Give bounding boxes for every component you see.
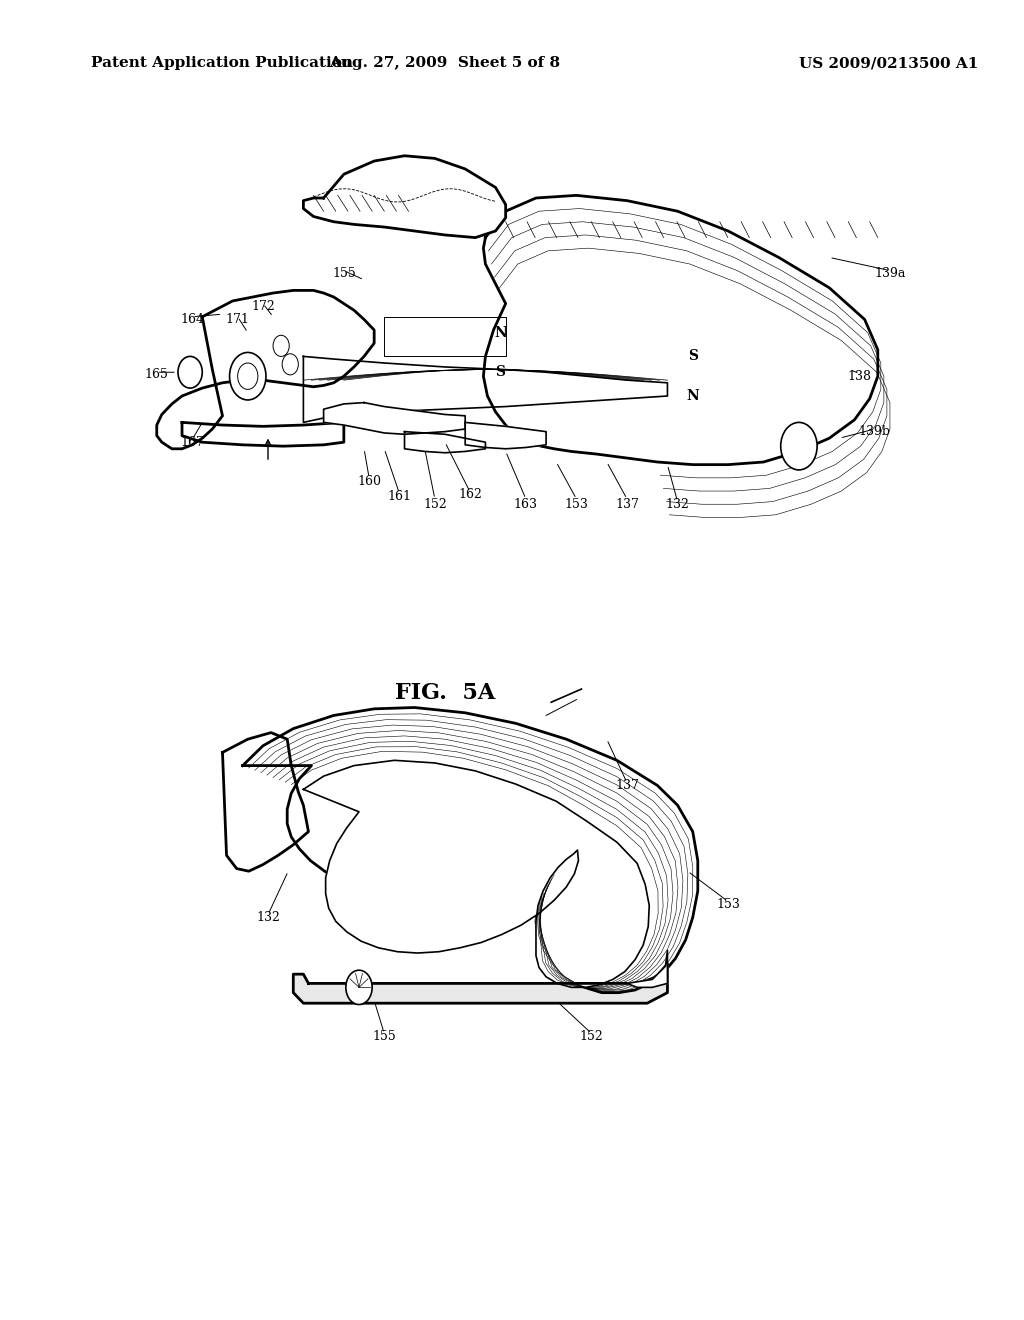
Text: 152: 152 <box>423 498 446 511</box>
Text: 153: 153 <box>564 498 589 511</box>
Polygon shape <box>182 422 344 446</box>
Text: Patent Application Publication: Patent Application Publication <box>91 57 353 70</box>
Text: 155: 155 <box>332 267 355 280</box>
Text: 167: 167 <box>180 436 204 449</box>
Text: 138: 138 <box>848 370 871 383</box>
Text: 155: 155 <box>373 1030 396 1043</box>
Text: 160: 160 <box>357 475 381 488</box>
Text: 137: 137 <box>615 779 639 792</box>
Text: 164: 164 <box>180 313 204 326</box>
Text: FIG.  4: FIG. 4 <box>403 181 486 202</box>
Text: N: N <box>495 326 507 339</box>
Text: 162: 162 <box>459 488 482 502</box>
Text: S: S <box>496 366 506 379</box>
Circle shape <box>229 352 266 400</box>
Circle shape <box>346 970 372 1005</box>
Text: 153: 153 <box>716 898 740 911</box>
Text: 137: 137 <box>615 498 639 511</box>
Text: 132: 132 <box>666 498 689 511</box>
Polygon shape <box>243 708 697 993</box>
Text: S: S <box>688 350 697 363</box>
Text: 171: 171 <box>225 313 250 326</box>
Polygon shape <box>404 432 485 453</box>
Circle shape <box>780 422 817 470</box>
Polygon shape <box>303 760 649 987</box>
Polygon shape <box>157 290 374 449</box>
Text: 161: 161 <box>387 490 412 503</box>
Text: 152: 152 <box>580 1030 603 1043</box>
Text: 163: 163 <box>514 498 538 511</box>
Circle shape <box>178 356 203 388</box>
Polygon shape <box>627 950 668 987</box>
Text: 132: 132 <box>256 911 280 924</box>
Polygon shape <box>303 356 668 422</box>
Polygon shape <box>222 733 308 871</box>
Polygon shape <box>303 156 506 238</box>
Circle shape <box>238 363 258 389</box>
Circle shape <box>273 335 289 356</box>
Text: 165: 165 <box>144 368 169 381</box>
Polygon shape <box>324 403 465 434</box>
Circle shape <box>283 354 298 375</box>
Text: 139a: 139a <box>874 267 905 280</box>
Text: FIG.  5A: FIG. 5A <box>395 682 495 704</box>
Polygon shape <box>465 422 546 449</box>
Polygon shape <box>293 964 668 1003</box>
Text: 172: 172 <box>251 300 274 313</box>
Polygon shape <box>483 195 878 465</box>
Text: 139b: 139b <box>859 425 891 438</box>
Text: US 2009/0213500 A1: US 2009/0213500 A1 <box>799 57 978 70</box>
Text: Aug. 27, 2009  Sheet 5 of 8: Aug. 27, 2009 Sheet 5 of 8 <box>330 57 560 70</box>
Text: N: N <box>686 389 699 403</box>
